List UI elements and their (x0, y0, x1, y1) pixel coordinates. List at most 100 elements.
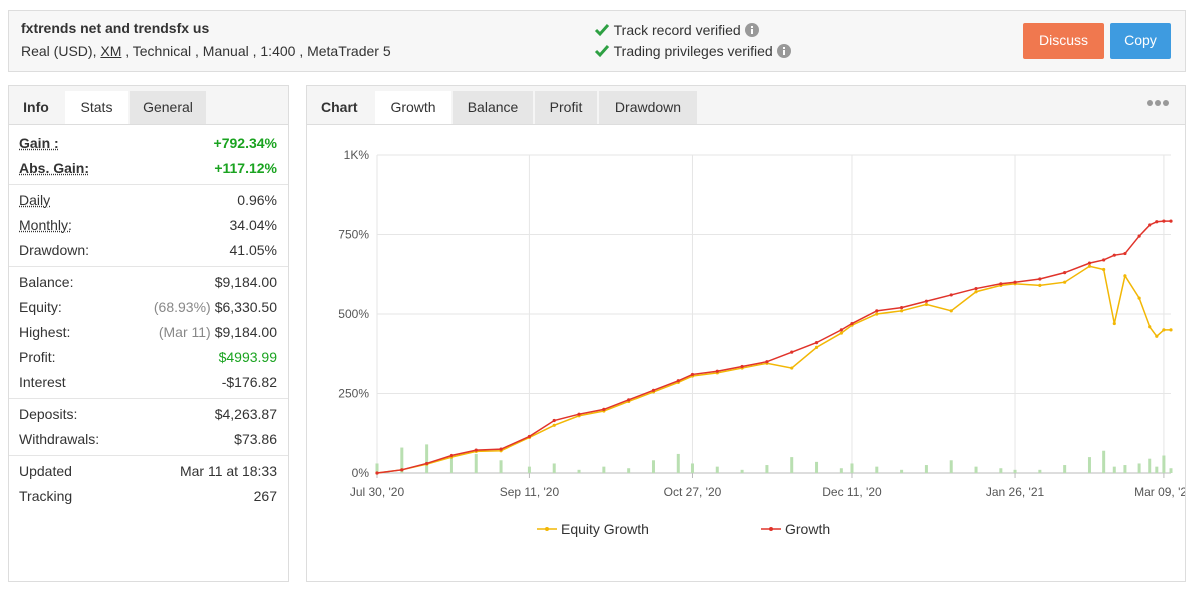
tab[interactable]: Profit (535, 91, 597, 124)
marker (1063, 280, 1067, 284)
tab[interactable]: Stats (65, 91, 128, 124)
spacer (59, 131, 214, 156)
stat-row: Deposits: $4,263.87 (9, 402, 288, 427)
bar (499, 460, 503, 473)
stat-label: Gain : (19, 135, 59, 151)
tab[interactable]: Drawdown (599, 91, 697, 124)
marker (875, 312, 879, 316)
stat-row: Drawdown: 41.05% (9, 238, 288, 263)
stat-row: Withdrawals: $73.86 (9, 427, 288, 452)
marker (1112, 321, 1116, 326)
stat-value: 267 (253, 488, 277, 504)
marker (740, 364, 744, 369)
stat-row: Gain : +792.34% (9, 131, 288, 156)
copy-button[interactable]: Copy (1110, 23, 1171, 59)
stat-value: +792.34% (213, 135, 277, 151)
x-tick-label: Mar 09, '21 (1134, 485, 1185, 499)
stat-row: Tracking 267 (9, 484, 288, 509)
bar (949, 460, 953, 473)
marker (375, 471, 379, 475)
broker-link[interactable]: XM (100, 43, 122, 59)
x-tick-label: Oct 27, '20 (664, 485, 722, 499)
bar (999, 468, 1003, 473)
marker (765, 360, 769, 364)
bar (1063, 465, 1067, 473)
marker (425, 461, 429, 466)
stat-value: $4,263.87 (214, 406, 277, 422)
stat-row: Updated Mar 11 at 18:33 (9, 459, 288, 484)
bar (1123, 465, 1127, 473)
marker (1169, 219, 1173, 223)
marker (974, 290, 978, 294)
text: Real (USD), (21, 43, 101, 59)
marker (900, 309, 904, 313)
stat-group: Balance: $9,184.00 Equity: (68.93%) $6,330.5… (9, 267, 288, 399)
stat-value: +117.12% (214, 160, 277, 176)
x-tick-label: Jan 26, '21 (986, 485, 1045, 499)
marker (1162, 328, 1166, 332)
marker (449, 453, 454, 458)
marker (850, 321, 854, 326)
stat-group: Daily 0.96% Monthly: 34.04% Drawdown: 41.05% (9, 185, 288, 267)
y-tick-label: 250% (338, 387, 369, 401)
bar (400, 447, 404, 473)
text: , Technical , Manual , 1:400 , MetaTrade… (121, 43, 391, 59)
bar (850, 463, 854, 473)
y-tick-label: 1K% (344, 148, 370, 162)
bar (602, 466, 606, 473)
bar (1169, 468, 1173, 473)
marker (527, 434, 532, 439)
title: fxtrends net and trendsfx us (21, 20, 210, 36)
spacer (72, 213, 230, 238)
bar (924, 465, 928, 473)
line (376, 220, 1171, 474)
marker (1123, 251, 1127, 256)
bar (900, 469, 904, 473)
marker (1087, 261, 1092, 265)
bar (839, 468, 843, 473)
marker (814, 345, 819, 349)
tab[interactable]: Growth (375, 91, 451, 124)
y-tick-label: 500% (338, 307, 369, 321)
marker (400, 468, 404, 472)
bar (1102, 450, 1106, 473)
stat-group: Gain : +792.34% Abs. Gain: +117.12% (9, 128, 288, 185)
stat-value: $6,330.50 (214, 299, 277, 315)
marker (949, 309, 953, 313)
marker (715, 369, 719, 373)
stat-label: Equity: (19, 299, 62, 315)
legend-marker (769, 527, 773, 531)
marker (839, 331, 843, 335)
marker (1155, 334, 1159, 338)
stat-label: Daily (19, 192, 51, 208)
marker (577, 412, 581, 416)
bar (715, 466, 719, 473)
marker (924, 299, 929, 303)
menu[interactable] (1147, 100, 1169, 106)
stat-row: Monthly: 34.04% (9, 213, 288, 238)
stat-note: (68.93%) (153, 299, 211, 315)
marker (875, 309, 879, 313)
tab[interactable]: Balance (453, 91, 533, 124)
marker (627, 398, 631, 402)
stat-value: 41.05% (229, 242, 277, 258)
marker (651, 388, 656, 392)
bar (690, 463, 694, 473)
marker (814, 341, 819, 345)
marker (1137, 296, 1141, 300)
marker (790, 350, 794, 354)
bar (1038, 469, 1042, 473)
bar (425, 444, 429, 473)
legend-label: Equity Growth (561, 521, 649, 537)
bar (875, 466, 879, 473)
tab[interactable]: General (130, 91, 206, 124)
marker (1013, 280, 1017, 284)
marker (474, 448, 478, 452)
discuss-button[interactable]: Discuss (1023, 23, 1104, 59)
chart-panel: Chart Growth Balance Profit Drawdown 0% 250%… (306, 85, 1186, 582)
label: Track record verified (613, 22, 741, 38)
chart-label: Chart (321, 99, 358, 115)
tab[interactable]: Info (9, 91, 63, 124)
bar (1013, 469, 1017, 473)
stat-row: Interest -$176.82 (9, 370, 288, 395)
